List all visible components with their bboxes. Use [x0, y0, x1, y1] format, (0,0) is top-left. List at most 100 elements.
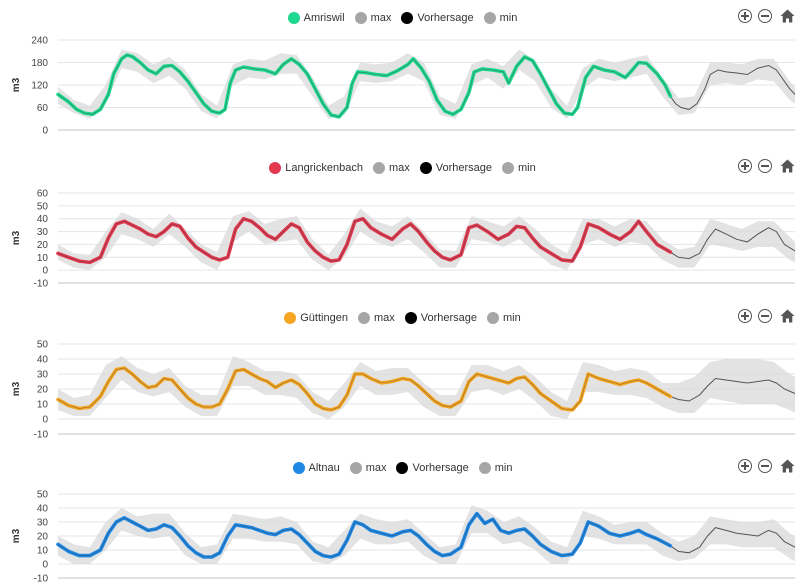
legend-marker: [483, 12, 496, 24]
chart-plot: -10 0 10 20 30 40 50 m3: [11, 340, 796, 441]
series-overlay-line: [57, 513, 671, 558]
forecast-line: [670, 377, 796, 402]
y-tick-label: 50: [37, 340, 49, 351]
y-tick-label: -10: [34, 279, 49, 290]
legend-item-min[interactable]: min: [478, 462, 513, 474]
legend-label: min: [499, 12, 518, 24]
chart-legend: Güttingen max Vorhersage min: [0, 308, 805, 328]
zoom-in-icon[interactable]: [738, 9, 752, 23]
y-tick-label: 0: [42, 560, 48, 571]
y-tick-label: -10: [34, 574, 49, 584]
chart-plot: -10 0 10 20 30 40 50 m3: [11, 490, 796, 584]
y-tick-label: 180: [31, 58, 48, 69]
chart-controls: [732, 159, 795, 173]
series-overlay-line: [57, 218, 671, 263]
y-tick-label: 50: [37, 201, 49, 212]
y-tick-label: 40: [37, 214, 49, 225]
y-tick-label: 30: [37, 227, 49, 238]
legend-marker: [269, 162, 282, 174]
legend-label: Vorhersage: [435, 162, 492, 174]
y-tick-label: 50: [37, 490, 49, 501]
legend-label: Amriswil: [303, 12, 345, 24]
y-tick-label: 120: [31, 81, 48, 92]
y-tick-label: 40: [37, 504, 49, 515]
min-max-band: [58, 505, 795, 564]
legend-marker: [287, 12, 300, 24]
chart-controls: [732, 459, 795, 473]
y-tick-label: 20: [37, 532, 49, 543]
legend-item-min[interactable]: min: [487, 312, 521, 324]
chart-panel-2: Güttingen max Vorhersage min -10 0 10 20 30 40 50 m…: [0, 308, 805, 441]
zoom-out-icon[interactable]: [758, 159, 772, 173]
home-icon[interactable]: [780, 9, 795, 23]
legend-item-min[interactable]: min: [501, 162, 536, 174]
forecast-line: [669, 64, 796, 110]
legend-item-vorhersage[interactable]: Vorhersage: [401, 12, 474, 24]
legend-item-min[interactable]: min: [483, 12, 518, 24]
legend-marker: [501, 162, 514, 174]
legend-label: max: [373, 312, 395, 324]
chart-plot: 0 60 120 180 240 m3: [11, 36, 796, 137]
legend-label: max: [370, 12, 392, 24]
y-tick-label: 20: [37, 240, 49, 251]
legend-marker: [284, 312, 297, 324]
legend-item-vorhersage[interactable]: Vorhersage: [396, 462, 469, 474]
legend-label: Vorhersage: [420, 312, 477, 324]
legend-item-güttingen[interactable]: Güttingen: [284, 312, 348, 324]
zoom-out-icon[interactable]: [758, 309, 772, 323]
forecast-line: [670, 527, 796, 554]
legend-item-vorhersage[interactable]: Vorhersage: [419, 162, 492, 174]
legend-label: min: [494, 462, 513, 474]
legend-label: Güttingen: [300, 312, 348, 324]
legend-marker: [357, 312, 370, 324]
legend-item-vorhersage[interactable]: Vorhersage: [404, 312, 477, 324]
chart-legend: Amriswil max Vorhersage min: [0, 8, 805, 28]
zoom-in-icon[interactable]: [738, 309, 752, 323]
zoom-in-icon[interactable]: [738, 459, 752, 473]
legend-item-max[interactable]: max: [372, 162, 410, 174]
zoom-out-icon[interactable]: [758, 459, 772, 473]
series-overlay-line: [57, 367, 671, 411]
legend-marker: [372, 162, 385, 174]
y-tick-label: 0: [42, 415, 48, 426]
legend-marker: [396, 462, 409, 474]
y-axis-label: m3: [11, 528, 22, 543]
chart-controls: [732, 309, 795, 323]
legend-marker: [292, 462, 305, 474]
y-tick-label: 60: [37, 189, 49, 200]
y-tick-label: 40: [37, 355, 49, 366]
y-tick-label: 10: [37, 546, 49, 557]
legend-item-langrickenbach[interactable]: Langrickenbach: [269, 162, 363, 174]
legend-label: Altnau: [308, 462, 340, 474]
home-icon[interactable]: [780, 159, 795, 173]
legend-marker: [487, 312, 499, 324]
y-tick-label: 10: [37, 400, 49, 411]
legend-label: Langrickenbach: [285, 162, 363, 174]
y-tick-label: 240: [31, 36, 48, 47]
zoom-out-icon[interactable]: [758, 9, 772, 23]
series-overlay-line: [57, 54, 671, 118]
home-icon[interactable]: [780, 309, 795, 323]
legend-marker: [404, 312, 417, 324]
forecast-line: [670, 227, 796, 260]
legend-label: min: [517, 162, 536, 174]
chart-panel-3: Altnau max Vorhersage min -10 0 10 20 30 40 50 m3: [0, 458, 805, 584]
legend-marker: [478, 462, 491, 474]
y-tick-label: 60: [37, 103, 49, 114]
legend-item-amriswil[interactable]: Amriswil: [287, 12, 345, 24]
legend-marker: [401, 12, 414, 24]
legend-item-max[interactable]: max: [349, 462, 387, 474]
legend-item-max[interactable]: max: [357, 312, 395, 324]
legend-item-max[interactable]: max: [354, 12, 392, 24]
y-tick-label: 20: [37, 385, 49, 396]
legend-item-altnau[interactable]: Altnau: [292, 462, 340, 474]
legend-label: max: [365, 462, 387, 474]
legend-label: Vorhersage: [417, 12, 474, 24]
chart-legend: Langrickenbach max Vorhersage min: [0, 158, 805, 178]
legend-label: min: [503, 312, 521, 324]
legend-marker: [354, 12, 367, 24]
home-icon[interactable]: [780, 459, 795, 473]
zoom-in-icon[interactable]: [738, 159, 752, 173]
